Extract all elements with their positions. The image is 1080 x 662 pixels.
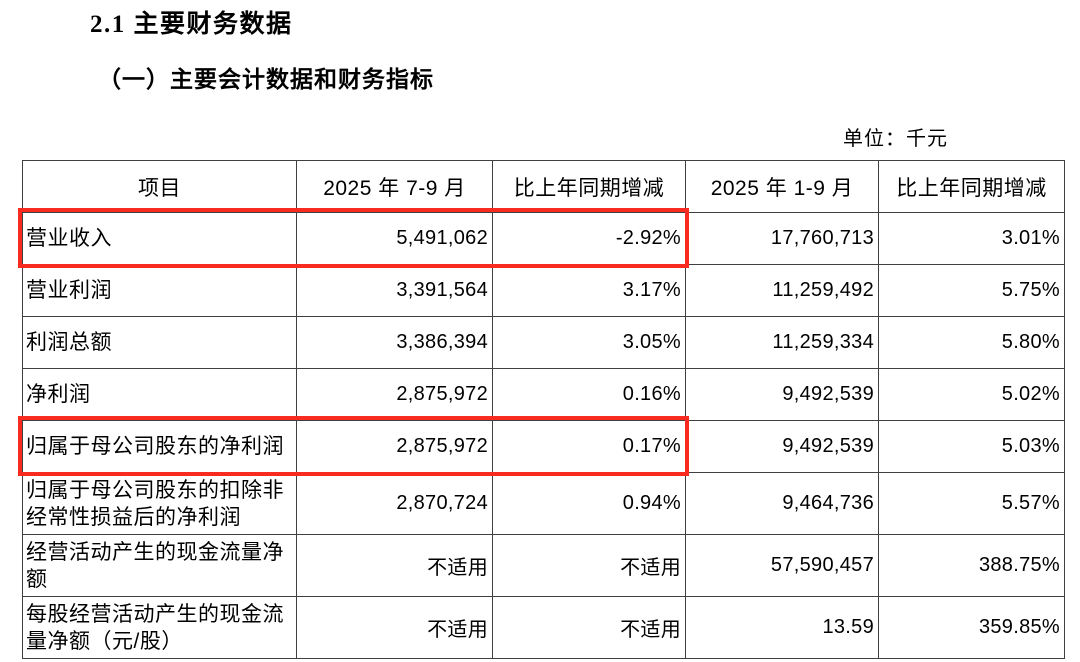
cell-value: 17,760,713: [685, 212, 879, 265]
financial-table-wrap: 项目 2025 年 7-9 月比上年同期增减 2025 年 1-9 月比上年同期增减…: [18, 160, 1065, 659]
cell-value: 5,491,062: [296, 212, 493, 265]
cell-value: 5.75%: [878, 264, 1065, 317]
cell-value: 不适用: [492, 596, 686, 659]
table-header-cell: 项目: [22, 160, 297, 213]
cell-value: -2.92%: [492, 212, 686, 265]
cell-value: 3.05%: [492, 316, 686, 369]
cell-value: 5.80%: [878, 316, 1065, 369]
cell-value: 5.03%: [878, 420, 1065, 473]
section-title: 2.1 主要财务数据: [90, 11, 293, 38]
table-header-cell: 比上年同期增减: [492, 160, 686, 213]
cell-value: 2,875,972: [296, 368, 493, 421]
cell-value: 不适用: [296, 534, 493, 597]
cell-value: 2,870,724: [296, 472, 493, 535]
cell-value: 0.16%: [492, 368, 686, 421]
cell-value: 11,259,492: [685, 264, 879, 317]
table-header-cell: 比上年同期增减: [878, 160, 1065, 213]
table-row: 营业利润 3,391,564 3.17% 11,259,492 5.75%: [22, 264, 1065, 317]
financial-table: 项目 2025 年 7-9 月比上年同期增减 2025 年 1-9 月比上年同期增减…: [22, 160, 1065, 659]
table-header-cell: 2025 年 1-9 月: [685, 160, 879, 213]
cell-value: 9,492,539: [685, 420, 879, 473]
table-row: 利润总额 3,386,394 3.05% 11,259,334 5.80%: [22, 316, 1065, 369]
cell-value: 0.94%: [492, 472, 686, 535]
row-label: 营业收入: [22, 212, 297, 265]
cell-value: 不适用: [296, 596, 493, 659]
row-label: 归属于母公司股东的净利润: [22, 420, 297, 473]
cell-value: 5.57%: [878, 472, 1065, 535]
row-label: 归属于母公司股东的扣除非经常性损益后的净利润: [22, 472, 297, 535]
cell-value: 9,492,539: [685, 368, 879, 421]
table-row: 营业收入 5,491,062 -2.92% 17,760,713 3.01%: [22, 212, 1065, 265]
cell-value: 359.85%: [878, 596, 1065, 659]
row-label: 营业利润: [22, 264, 297, 317]
cell-value: 5.02%: [878, 368, 1065, 421]
cell-value: 388.75%: [878, 534, 1065, 597]
cell-value: 9,464,736: [685, 472, 879, 535]
cell-value: 13.59: [685, 596, 879, 659]
table-row: 净利润 2,875,972 0.16% 9,492,539 5.02%: [22, 368, 1065, 421]
row-label: 经营活动产生的现金流量净额: [22, 534, 297, 597]
cell-value: 0.17%: [492, 420, 686, 473]
table-row: 归属于母公司股东的扣除非经常性损益后的净利润 2,870,724 0.94% 9,46…: [22, 472, 1065, 535]
table-header-cell: 2025 年 7-9 月: [296, 160, 493, 213]
unit-note: 单位：千元: [843, 128, 948, 150]
cell-value: 3,386,394: [296, 316, 493, 369]
cell-value: 2,875,972: [296, 420, 493, 473]
table-header-row: 项目 2025 年 7-9 月比上年同期增减 2025 年 1-9 月比上年同期增减: [22, 160, 1065, 213]
row-label: 每股经营活动产生的现金流量净额（元/股）: [22, 596, 297, 659]
cell-value: 11,259,334: [685, 316, 879, 369]
table-row: 归属于母公司股东的净利润 2,875,972 0.17% 9,492,539 5.03%: [22, 420, 1065, 473]
cell-value: 3,391,564: [296, 264, 493, 317]
cell-value: 不适用: [492, 534, 686, 597]
table-row: 每股经营活动产生的现金流量净额（元/股） 不适用 不适用 13.59 359.85%: [22, 596, 1065, 659]
subsection-title: （一）主要会计数据和财务指标: [98, 67, 434, 92]
table-body: 营业收入 5,491,062 -2.92% 17,760,713 3.01% 营业利润 3,…: [22, 212, 1065, 659]
cell-value: 57,590,457: [685, 534, 879, 597]
row-label: 利润总额: [22, 316, 297, 369]
table-row: 经营活动产生的现金流量净额 不适用 不适用 57,590,457 388.75%: [22, 534, 1065, 597]
cell-value: 3.17%: [492, 264, 686, 317]
row-label: 净利润: [22, 368, 297, 421]
cell-value: 3.01%: [878, 212, 1065, 265]
